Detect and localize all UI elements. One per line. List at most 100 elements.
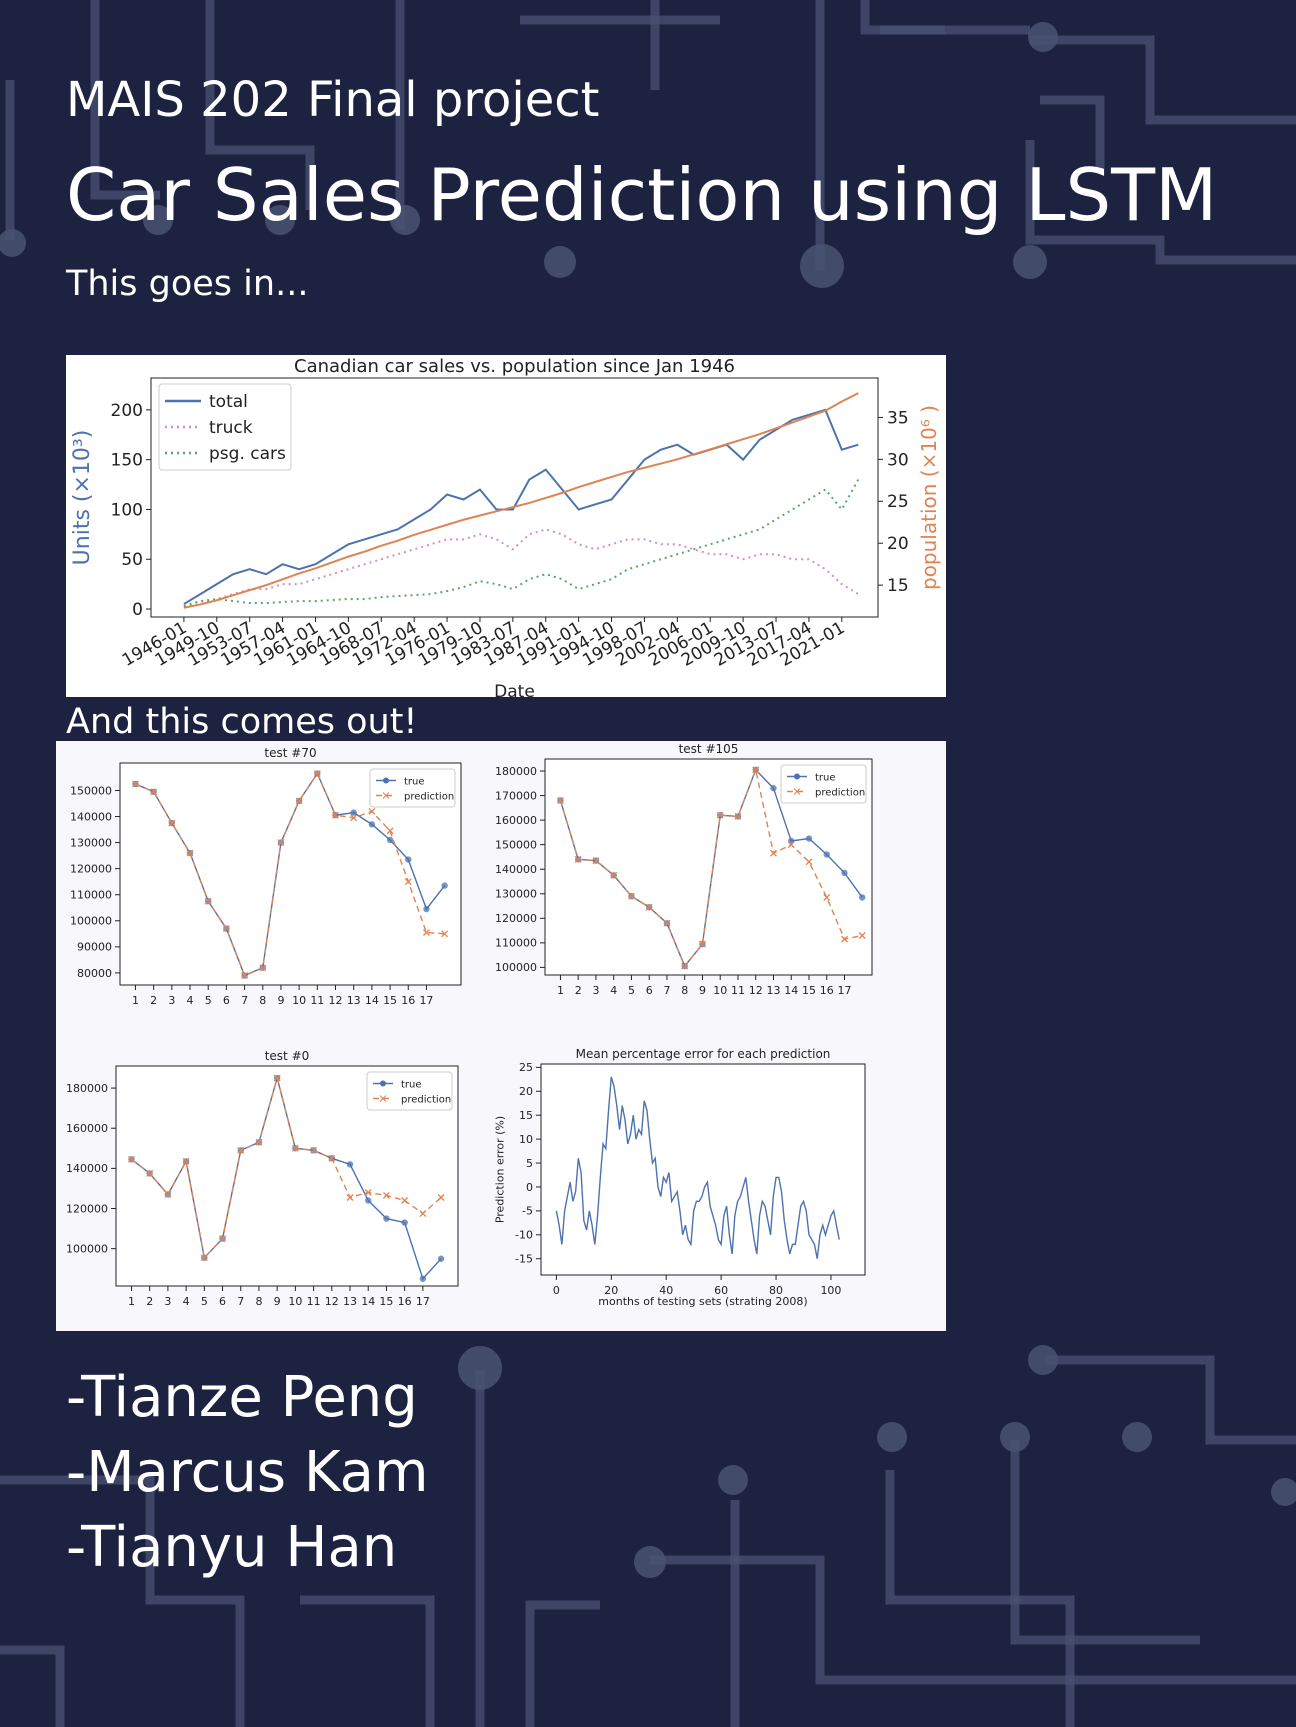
point-marker (405, 856, 412, 863)
chart: Canadian car sales vs. population since … (70, 356, 941, 702)
x-tick-label: 4 (183, 1295, 190, 1308)
point-marker (681, 962, 689, 970)
author: -Tianze Peng (66, 1365, 418, 1430)
y-tick-label: 90000 (77, 941, 112, 954)
x-tick-label: 8 (259, 994, 266, 1007)
point-marker (364, 1189, 372, 1196)
point-marker (422, 929, 430, 936)
point-marker (858, 932, 866, 939)
x-tick-label: 16 (401, 994, 415, 1007)
point-marker (401, 1219, 408, 1226)
plot-frame (540, 1063, 866, 1276)
point-marker (386, 836, 394, 844)
y2-tick-label: 30 (887, 450, 909, 470)
y-tick-label: -5 (522, 1205, 533, 1218)
chart-title: test #70 (264, 746, 316, 760)
x-tick-label: 40 (659, 1284, 673, 1297)
point-marker (350, 809, 357, 816)
x-tick-label: 2 (575, 984, 582, 997)
chart-title: Canadian car sales vs. population since … (294, 356, 735, 377)
y-tick-label: 25 (519, 1061, 533, 1074)
chart: test #70 80000 90000 100000 110000 120000 1300… (70, 746, 462, 1007)
x-tick-label: 12 (329, 994, 343, 1007)
legend-label: total (209, 392, 248, 412)
x-tick-label: 1 (557, 984, 564, 997)
x-tick-label: 1 (128, 1295, 135, 1308)
point-marker (295, 797, 303, 805)
point-marker (146, 1169, 154, 1177)
y2-tick-label: 15 (887, 576, 909, 596)
y-axis-label: Units (×10³) (70, 430, 95, 566)
legend-label: prediction (401, 1094, 451, 1105)
y-tick-label: 180000 (495, 765, 537, 778)
point-marker (752, 766, 760, 774)
x-tick-label: 3 (592, 984, 599, 997)
point-marker (419, 1210, 427, 1217)
x-tick-label: 17 (837, 984, 851, 997)
point-marker (386, 827, 394, 835)
y-axis-label: Prediction error (%) (494, 1116, 507, 1223)
x-tick-label: 2 (150, 994, 157, 1007)
x-tick-label: 6 (646, 984, 653, 997)
point-marker (423, 905, 430, 913)
y-tick-label: 150000 (70, 784, 112, 797)
x-tick-label: 15 (379, 1295, 393, 1308)
x-tick-label: 20 (604, 1284, 618, 1297)
author: -Marcus Kam (66, 1440, 429, 1505)
point-marker (437, 1255, 445, 1262)
y-tick-label: 110000 (495, 937, 537, 950)
y-tick-label: 15 (519, 1109, 533, 1122)
y-tick-label: 0 (132, 600, 143, 620)
x-tick-label: 9 (277, 994, 284, 1007)
y-tick-label: 0 (526, 1181, 533, 1194)
point-marker (182, 1157, 190, 1165)
x-tick-label: 17 (416, 1295, 430, 1308)
y-tick-label: 20 (519, 1085, 533, 1098)
x-tick-label: 15 (383, 994, 397, 1007)
x-tick-label: 3 (168, 994, 175, 1007)
x-tick-label: 6 (223, 994, 230, 1007)
series-line (183, 479, 860, 608)
title: Car Sales Prediction using LSTM (66, 153, 1217, 237)
point-marker (365, 1197, 372, 1204)
point-marker (328, 1154, 336, 1162)
y-tick-label: 100 (111, 500, 143, 520)
x-tick-label: 10 (292, 994, 306, 1007)
point-marker (805, 835, 813, 842)
y-tick-label: 140000 (495, 863, 537, 876)
point-marker (419, 1275, 427, 1282)
y-tick-label: 100000 (66, 1243, 108, 1256)
x-tick-label: 8 (681, 984, 688, 997)
series-line (131, 1075, 442, 1260)
y-tick-label: 10 (519, 1133, 533, 1146)
legend-box (158, 383, 292, 471)
y-tick-label: 120000 (70, 863, 112, 876)
legend-label: true (815, 772, 836, 783)
x-axis-label: months of testing sets (strating 2008) (598, 1295, 807, 1308)
chart-title: Mean percentage error for each predictio… (576, 1047, 831, 1061)
point-marker (441, 882, 448, 889)
x-tick-label: 17 (419, 994, 433, 1007)
point-marker (823, 893, 831, 901)
point-marker (168, 819, 176, 827)
y-tick-label: 5 (526, 1157, 533, 1170)
x-tick-label: 1 (132, 994, 139, 1007)
point-marker (219, 1235, 226, 1243)
x-tick-label: 13 (343, 1295, 357, 1308)
point-marker (346, 1194, 354, 1201)
point-marker (592, 857, 600, 865)
x-tick-label: 13 (766, 984, 780, 997)
x-tick-label: 9 (699, 984, 706, 997)
subtitle: MAIS 202 Final project (66, 72, 599, 128)
point-marker (627, 892, 635, 900)
x-tick-label: 14 (361, 1295, 375, 1308)
y-tick-label: 180000 (66, 1082, 108, 1095)
legend-label: truck (209, 418, 253, 438)
y-tick-label: 170000 (495, 789, 537, 802)
y-tick-label: 140000 (66, 1162, 108, 1175)
point-marker (841, 935, 848, 943)
point-marker (310, 1146, 318, 1154)
x-tick-label: 12 (325, 1295, 339, 1308)
x-tick-label: 15 (802, 984, 816, 997)
